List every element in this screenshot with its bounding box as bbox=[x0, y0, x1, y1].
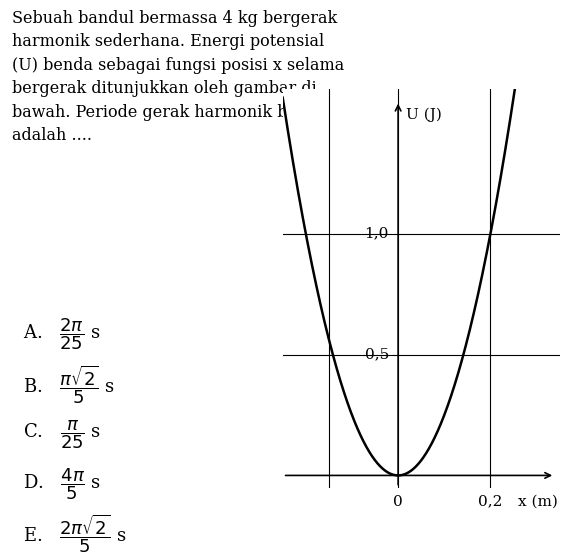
Text: B.$\quad\dfrac{\pi\sqrt{2}}{5}$ s: B.$\quad\dfrac{\pi\sqrt{2}}{5}$ s bbox=[23, 363, 115, 406]
Text: 1,0: 1,0 bbox=[365, 227, 389, 240]
Text: 0: 0 bbox=[394, 495, 403, 509]
Text: 0,5: 0,5 bbox=[365, 347, 389, 362]
Text: Sebuah bandul bermassa 4 kg bergerak
harmonik sederhana. Energi potensial
(U) be: Sebuah bandul bermassa 4 kg bergerak har… bbox=[12, 9, 344, 144]
Text: D.$\quad\dfrac{4\pi}{5}$ s: D.$\quad\dfrac{4\pi}{5}$ s bbox=[23, 466, 102, 502]
Text: 0,2: 0,2 bbox=[478, 495, 503, 509]
Text: x (m): x (m) bbox=[518, 495, 557, 509]
Text: E.$\quad\dfrac{2\pi\sqrt{2}}{5}$ s: E.$\quad\dfrac{2\pi\sqrt{2}}{5}$ s bbox=[23, 512, 126, 554]
Text: U (J): U (J) bbox=[406, 108, 443, 122]
Text: A.$\quad\dfrac{2\pi}{25}$ s: A.$\quad\dfrac{2\pi}{25}$ s bbox=[23, 317, 100, 352]
Text: C.$\quad\dfrac{\pi}{25}$ s: C.$\quad\dfrac{\pi}{25}$ s bbox=[23, 418, 101, 450]
